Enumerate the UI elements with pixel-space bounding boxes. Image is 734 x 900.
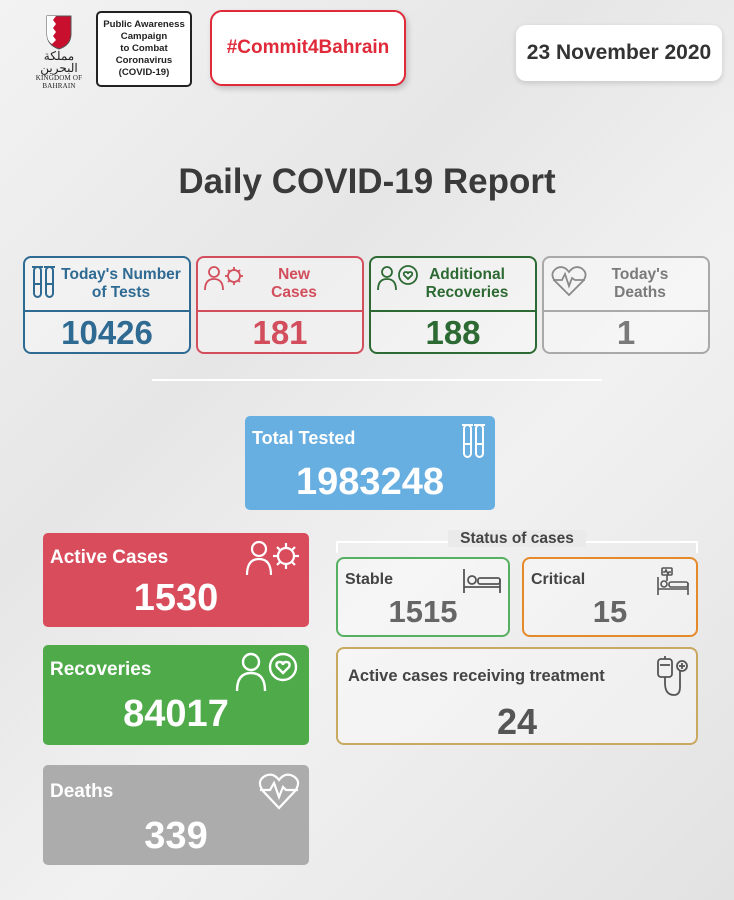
icu-bed-icon xyxy=(656,567,690,602)
card-todays-deaths: Today's Deaths 1 xyxy=(542,256,710,354)
person-virus-icon xyxy=(204,264,246,299)
card-value: 188 xyxy=(425,314,481,351)
card-label: Today's Number of Tests xyxy=(61,266,181,301)
stable-value: 1515 xyxy=(388,594,458,629)
recoveries-box: Recoveries 84017 xyxy=(43,645,309,745)
heartbeat-icon xyxy=(257,771,301,816)
card-todays-tests: Today's Number of Tests 10426 xyxy=(23,256,191,354)
card-label: Additional Recoveries xyxy=(425,266,509,301)
treatment-box: Active cases receiving treatment 24 xyxy=(336,647,698,745)
emblem-english-text: KINGDOM OF BAHRAIN xyxy=(35,74,83,90)
active-cases-box: Active Cases 1530 xyxy=(43,533,309,627)
recoveries-value: 84017 xyxy=(123,693,229,735)
critical-box: Critical 15 xyxy=(522,557,698,637)
iv-drip-icon xyxy=(654,655,688,704)
deaths-value: 339 xyxy=(144,815,208,857)
page-title: Daily COVID-19 Report xyxy=(178,162,556,201)
card-value: 10426 xyxy=(61,314,153,351)
card-label: Today's Deaths xyxy=(611,266,669,301)
campaign-badge: Public Awareness Campaign to Combat Coro… xyxy=(96,11,192,87)
treatment-value: 24 xyxy=(496,701,538,742)
emblem-arabic-text: مملكة البحرين xyxy=(40,49,78,75)
bahrain-emblem: مملكة البحرين KINGDOM OF BAHRAIN xyxy=(26,14,92,90)
card-header: Additional Recoveries xyxy=(371,258,535,312)
recoveries-label: Recoveries xyxy=(50,659,152,680)
card-header: Today's Deaths xyxy=(544,258,708,312)
person-heart-icon xyxy=(235,651,301,698)
person-virus-icon xyxy=(245,539,301,584)
critical-label: Critical xyxy=(531,571,586,588)
card-additional-recoveries: Additional Recoveries 188 xyxy=(369,256,537,354)
total-tested-label: Total Tested xyxy=(252,428,356,448)
status-title: Status of cases xyxy=(336,530,698,548)
treatment-label: Active cases receiving treatment xyxy=(348,667,605,685)
card-label: New Cases xyxy=(271,266,317,301)
hashtag-text: #Commit4Bahrain xyxy=(226,37,390,58)
card-new-cases: New Cases 181 xyxy=(196,256,364,354)
emblem-icon xyxy=(46,15,72,50)
total-tested-value: 1983248 xyxy=(296,461,444,503)
status-title-text: Status of cases xyxy=(448,530,586,547)
deaths-box: Deaths 339 xyxy=(43,765,309,865)
stable-label: Stable xyxy=(345,571,394,588)
total-tested-box: Total Tested 1983248 xyxy=(245,416,495,510)
card-header: New Cases xyxy=(198,258,362,312)
person-heart-icon xyxy=(377,264,421,299)
card-value: 1 xyxy=(616,314,636,351)
card-value: 181 xyxy=(252,314,308,351)
heartbeat-icon xyxy=(550,264,588,303)
hashtag-banner: #Commit4Bahrain xyxy=(210,10,406,86)
critical-value: 15 xyxy=(592,594,628,629)
active-cases-value: 1530 xyxy=(133,577,219,619)
report-date: 23 November 2020 xyxy=(516,25,722,81)
test-tubes-icon xyxy=(461,422,487,467)
section-divider xyxy=(152,379,602,381)
test-tubes-icon xyxy=(31,264,57,307)
hospital-bed-icon xyxy=(462,567,502,600)
deaths-label: Deaths xyxy=(50,781,114,802)
card-header: Today's Number of Tests xyxy=(25,258,189,312)
active-cases-label: Active Cases xyxy=(50,547,169,568)
stable-box: Stable 1515 xyxy=(336,557,510,637)
